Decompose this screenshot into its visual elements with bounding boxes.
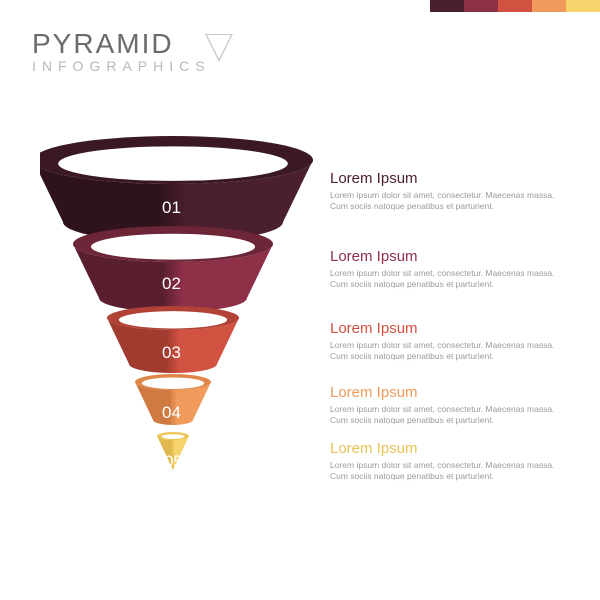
header: PYRAMID INFOGRAPHICS (32, 28, 211, 74)
label-body: Lorem ipsum dolor sit amet, consectetur.… (330, 190, 570, 213)
label-body: Lorem ipsum dolor sit amet, consectetur.… (330, 340, 570, 363)
label-block: Lorem Ipsum Lorem ipsum dolor sit amet, c… (330, 248, 570, 291)
level-number: 05 (164, 452, 183, 472)
label-block: Lorem Ipsum Lorem ipsum dolor sit amet, c… (330, 320, 570, 363)
label-title: Lorem Ipsum (330, 320, 570, 337)
palette-swatch (430, 0, 464, 12)
level-number: 04 (162, 403, 181, 423)
title-main: PYRAMID (32, 28, 211, 60)
palette-swatch (498, 0, 532, 12)
palette-swatch (532, 0, 566, 12)
funnel-svg (40, 130, 340, 490)
level-number: 02 (162, 274, 181, 294)
level-number: 03 (162, 343, 181, 363)
triangle-outline-icon (205, 34, 233, 62)
label-body: Lorem ipsum dolor sit amet, consectetur.… (330, 404, 570, 427)
palette-swatch (566, 0, 600, 12)
palette-strip (430, 0, 600, 12)
title-sub: INFOGRAPHICS (32, 58, 211, 74)
label-title: Lorem Ipsum (330, 248, 570, 265)
label-block: Lorem Ipsum Lorem ipsum dolor sit amet, c… (330, 384, 570, 427)
funnel-chart: 01 02 03 04 05 (40, 130, 340, 490)
label-body: Lorem ipsum dolor sit amet, consectetur.… (330, 460, 570, 483)
label-block: Lorem Ipsum Lorem ipsum dolor sit amet, c… (330, 170, 570, 213)
label-block: Lorem Ipsum Lorem ipsum dolor sit amet, c… (330, 440, 570, 483)
level-number: 01 (162, 198, 181, 218)
palette-swatch (464, 0, 498, 12)
label-title: Lorem Ipsum (330, 384, 570, 401)
label-title: Lorem Ipsum (330, 170, 570, 187)
label-body: Lorem ipsum dolor sit amet, consectetur.… (330, 268, 570, 291)
label-title: Lorem Ipsum (330, 440, 570, 457)
